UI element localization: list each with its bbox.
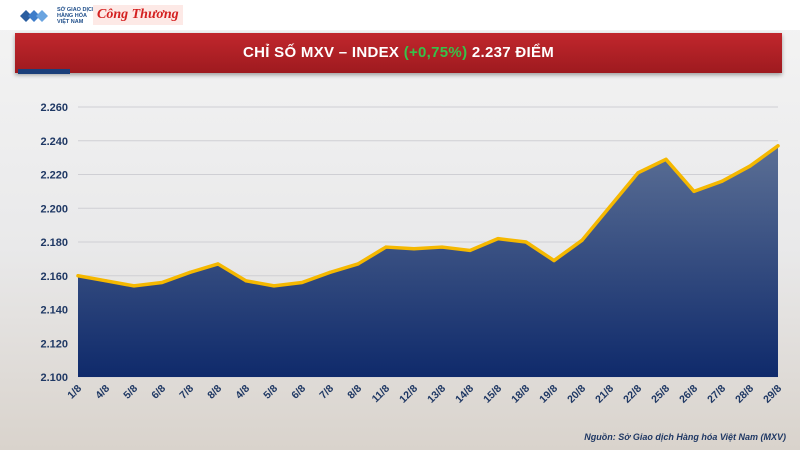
data-point xyxy=(636,171,640,175)
x-tick-label: 5/8 xyxy=(121,383,140,402)
y-tick-label: 2.220 xyxy=(40,170,68,182)
y-tick-label: 2.260 xyxy=(40,102,68,114)
x-tick-label: 6/8 xyxy=(149,383,168,402)
mxv-logo-icon xyxy=(20,10,48,22)
y-axis-ticks: 2.100 2.120 2.140 2.160 2.180 2.200 2.220 2.240… xyxy=(40,102,68,384)
y-tick-label: 2.180 xyxy=(40,237,68,249)
x-tick-label: 25/8 xyxy=(649,383,672,406)
top-header-bar: SỞ GIAO DỊCH HÀNG HÓA VIỆT NAM Công Thươ… xyxy=(0,0,800,30)
x-tick-label: 14/8 xyxy=(453,383,476,406)
data-point xyxy=(244,279,248,283)
data-point xyxy=(776,144,780,148)
x-tick-label: 4/8 xyxy=(233,383,252,402)
data-point xyxy=(384,245,388,249)
chart-title: CHỈ SỐ MXV – INDEX (+0,75%) 2.237 ĐIỂM xyxy=(15,33,782,73)
title-change-percent: (+0,75%) xyxy=(403,44,468,61)
x-tick-label: 11/8 xyxy=(370,383,393,406)
x-tick-label: 4/8 xyxy=(93,383,112,402)
x-tick-label: 19/8 xyxy=(537,383,560,406)
x-tick-label: 1/8 xyxy=(65,383,84,402)
x-tick-label: 5/8 xyxy=(261,383,280,402)
x-tick-label: 21/8 xyxy=(593,383,616,406)
data-point xyxy=(692,189,696,193)
data-point xyxy=(552,258,556,263)
title-banner-accent xyxy=(18,69,70,74)
x-tick-label: 15/8 xyxy=(481,383,504,406)
data-point xyxy=(496,237,500,241)
y-tick-label: 2.240 xyxy=(40,136,68,148)
x-tick-label: 13/8 xyxy=(425,383,448,406)
x-tick-label: 27/8 xyxy=(705,383,728,406)
data-point xyxy=(272,284,276,288)
data-point xyxy=(188,270,192,274)
data-point xyxy=(440,245,444,249)
x-tick-label: 12/8 xyxy=(397,383,420,406)
data-point xyxy=(524,240,528,244)
title-banner xyxy=(15,33,782,73)
data-point xyxy=(104,279,108,283)
area-fill-group xyxy=(78,145,778,377)
title-prefix: CHỈ SỐ MXV – INDEX xyxy=(242,44,404,61)
y-tick-label: 2.200 xyxy=(40,203,68,215)
data-point xyxy=(328,270,332,274)
title-suffix: 2.237 ĐIỂM xyxy=(467,44,555,61)
data-point xyxy=(160,280,164,285)
data-point xyxy=(216,262,220,266)
series-line xyxy=(76,144,780,288)
mxv-logo: SỞ GIAO DỊCH HÀNG HÓA VIỆT NAM xyxy=(18,4,168,28)
x-tick-label: 7/8 xyxy=(317,383,336,402)
y-tick-label: 2.100 xyxy=(40,372,68,384)
x-tick-label: 6/8 xyxy=(289,383,308,402)
data-point xyxy=(748,164,752,168)
y-tick-label: 2.120 xyxy=(40,338,68,350)
y-tick-label: 2.140 xyxy=(40,305,68,317)
x-tick-label: 18/8 xyxy=(509,383,532,406)
data-point xyxy=(664,157,668,161)
x-tick-label: 8/8 xyxy=(205,383,224,402)
data-point xyxy=(608,204,612,209)
series-line-group xyxy=(76,144,780,288)
x-axis-ticks: 1/8 4/8 5/8 6/8 7/8 8/8 4/8 5/8 6/8 7/8 8/8 11/8 12/… xyxy=(65,383,784,406)
data-point xyxy=(132,284,136,288)
data-point xyxy=(580,238,584,242)
data-point xyxy=(720,179,724,183)
x-tick-label: 7/8 xyxy=(177,383,196,402)
x-tick-label: 29/8 xyxy=(761,383,784,406)
source-note: Nguồn: Sở Giao dịch Hàng hóa Việt Nam (M… xyxy=(584,432,786,442)
y-tick-label: 2.160 xyxy=(40,271,68,283)
area-fill xyxy=(78,145,778,377)
data-point xyxy=(412,247,416,251)
x-tick-label: 22/8 xyxy=(621,383,644,406)
data-point xyxy=(468,248,472,253)
x-tick-label: 20/8 xyxy=(565,383,588,406)
cong-thuong-logo: Công Thương xyxy=(93,5,183,25)
x-tick-label: 26/8 xyxy=(677,383,700,406)
x-tick-label: 8/8 xyxy=(345,383,364,402)
data-point xyxy=(300,280,304,285)
data-point xyxy=(356,262,360,266)
mxv-logo-text: SỞ GIAO DỊCH HÀNG HÓA VIỆT NAM xyxy=(57,7,96,25)
x-tick-label: 28/8 xyxy=(733,383,756,406)
data-point xyxy=(76,274,80,278)
